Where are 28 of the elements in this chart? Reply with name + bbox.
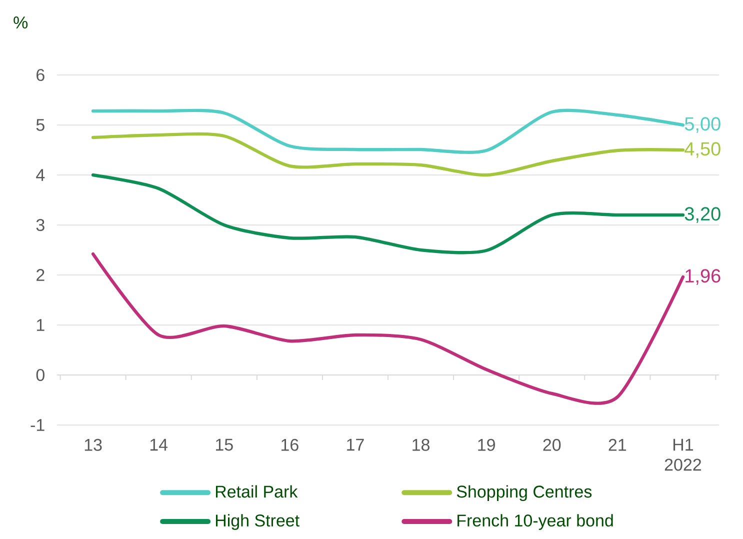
x-tick-label: 15 bbox=[216, 438, 233, 451]
data-label: 1,96 bbox=[686, 269, 720, 285]
y-tick-label: 5 bbox=[36, 119, 44, 131]
line-series bbox=[91, 132, 685, 177]
x-tick-label: 20 bbox=[543, 438, 561, 451]
y-tick-label: -1 bbox=[30, 419, 44, 431]
x-tick-label: H1 2022 bbox=[664, 438, 701, 471]
y-tick-label: 6 bbox=[36, 68, 44, 82]
y-tick-label: 2 bbox=[36, 269, 44, 281]
y-tick-label: 3 bbox=[36, 218, 44, 232]
x-tick-label: 21 bbox=[608, 438, 626, 451]
legend-label: Shopping Centres bbox=[456, 485, 592, 502]
legend-label: French 10-year bond bbox=[458, 514, 613, 530]
x-tick-label: 19 bbox=[478, 438, 495, 451]
x-tick-label: 16 bbox=[282, 438, 298, 451]
y-tick-label: 4 bbox=[36, 169, 45, 181]
data-label: 3,20 bbox=[684, 207, 720, 223]
x-tick-label: 17 bbox=[347, 438, 364, 451]
y-tick-label: 0 bbox=[36, 368, 44, 382]
x-tick-label: 13 bbox=[84, 438, 102, 451]
legend-label: Retail Park bbox=[216, 485, 298, 498]
y-tick-label: 1 bbox=[36, 319, 44, 331]
data-label: 5,00 bbox=[684, 117, 720, 133]
x-tick-label: 18 bbox=[412, 438, 430, 451]
y-axis-title: % bbox=[14, 16, 28, 28]
x-tick-label: 14 bbox=[150, 438, 168, 451]
data-label: 4,50 bbox=[684, 142, 720, 158]
legend-label: High Street bbox=[216, 514, 300, 530]
